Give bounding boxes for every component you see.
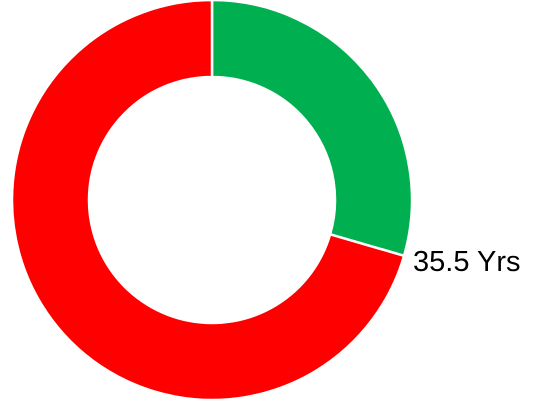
donut-slice-0 [210, 0, 414, 258]
donut-slice-1 [10, 0, 406, 402]
annotation-label: 35.5 Yrs [413, 246, 521, 278]
donut-slices [10, 0, 414, 402]
